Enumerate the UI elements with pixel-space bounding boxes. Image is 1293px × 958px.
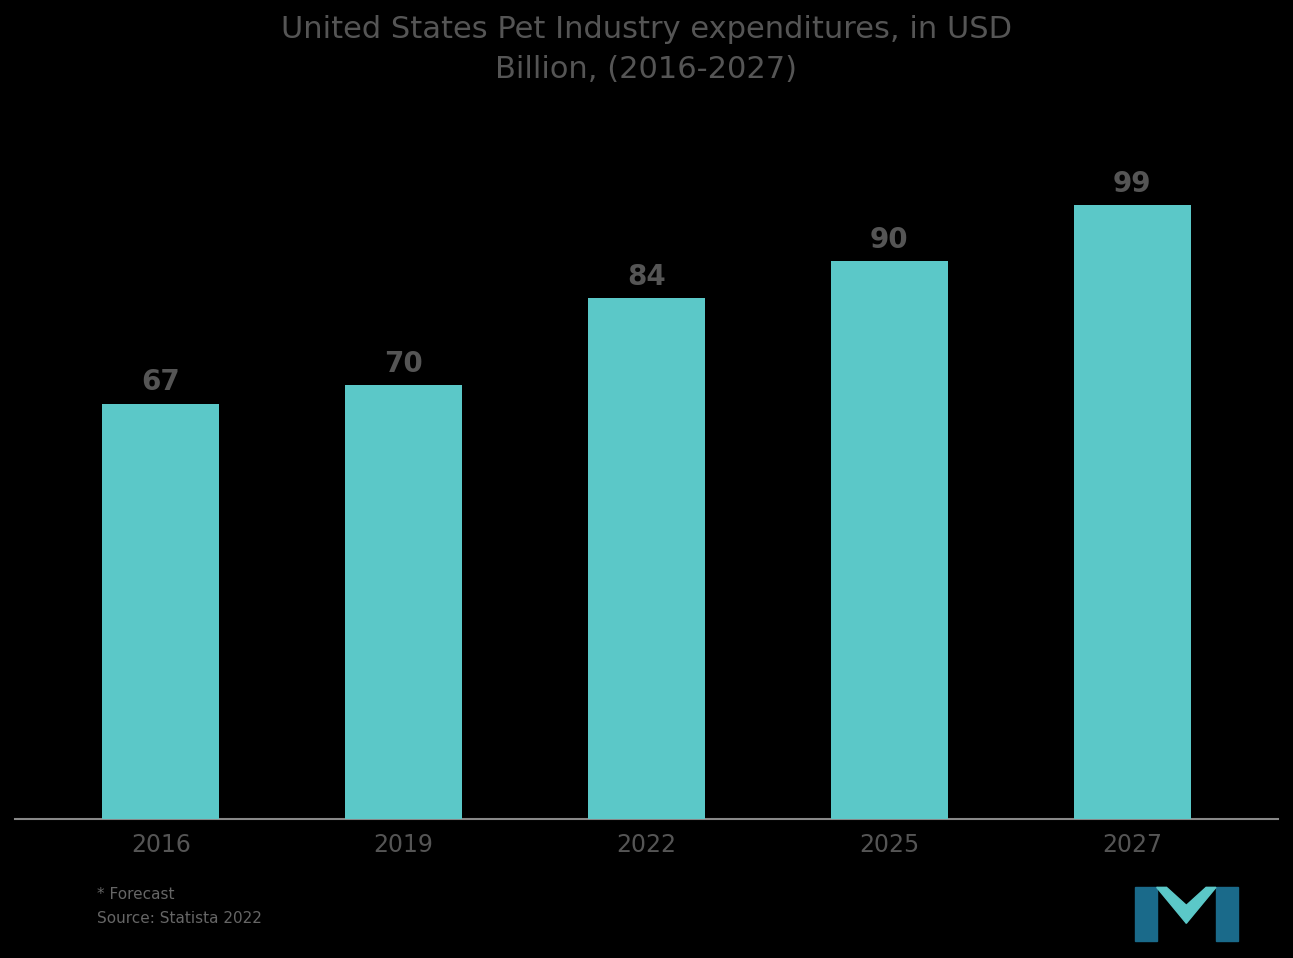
Text: Source: Statista 2022: Source: Statista 2022 [97,911,262,926]
Bar [1215,887,1237,941]
Text: 67: 67 [141,368,180,397]
Bar [1135,887,1157,941]
Bar [102,403,219,819]
Bar [831,262,948,819]
Text: 90: 90 [870,226,909,254]
Polygon shape [1187,887,1215,924]
Text: * Forecast: * Forecast [97,887,175,902]
Bar [1074,205,1191,819]
Text: 84: 84 [627,262,666,291]
Bar [345,385,462,819]
Polygon shape [1157,887,1187,924]
Bar [588,298,705,819]
Title: United States Pet Industry expenditures, in USD
Billion, (2016-2027): United States Pet Industry expenditures,… [281,15,1012,84]
Text: 70: 70 [384,350,423,377]
Text: 99: 99 [1113,170,1152,198]
